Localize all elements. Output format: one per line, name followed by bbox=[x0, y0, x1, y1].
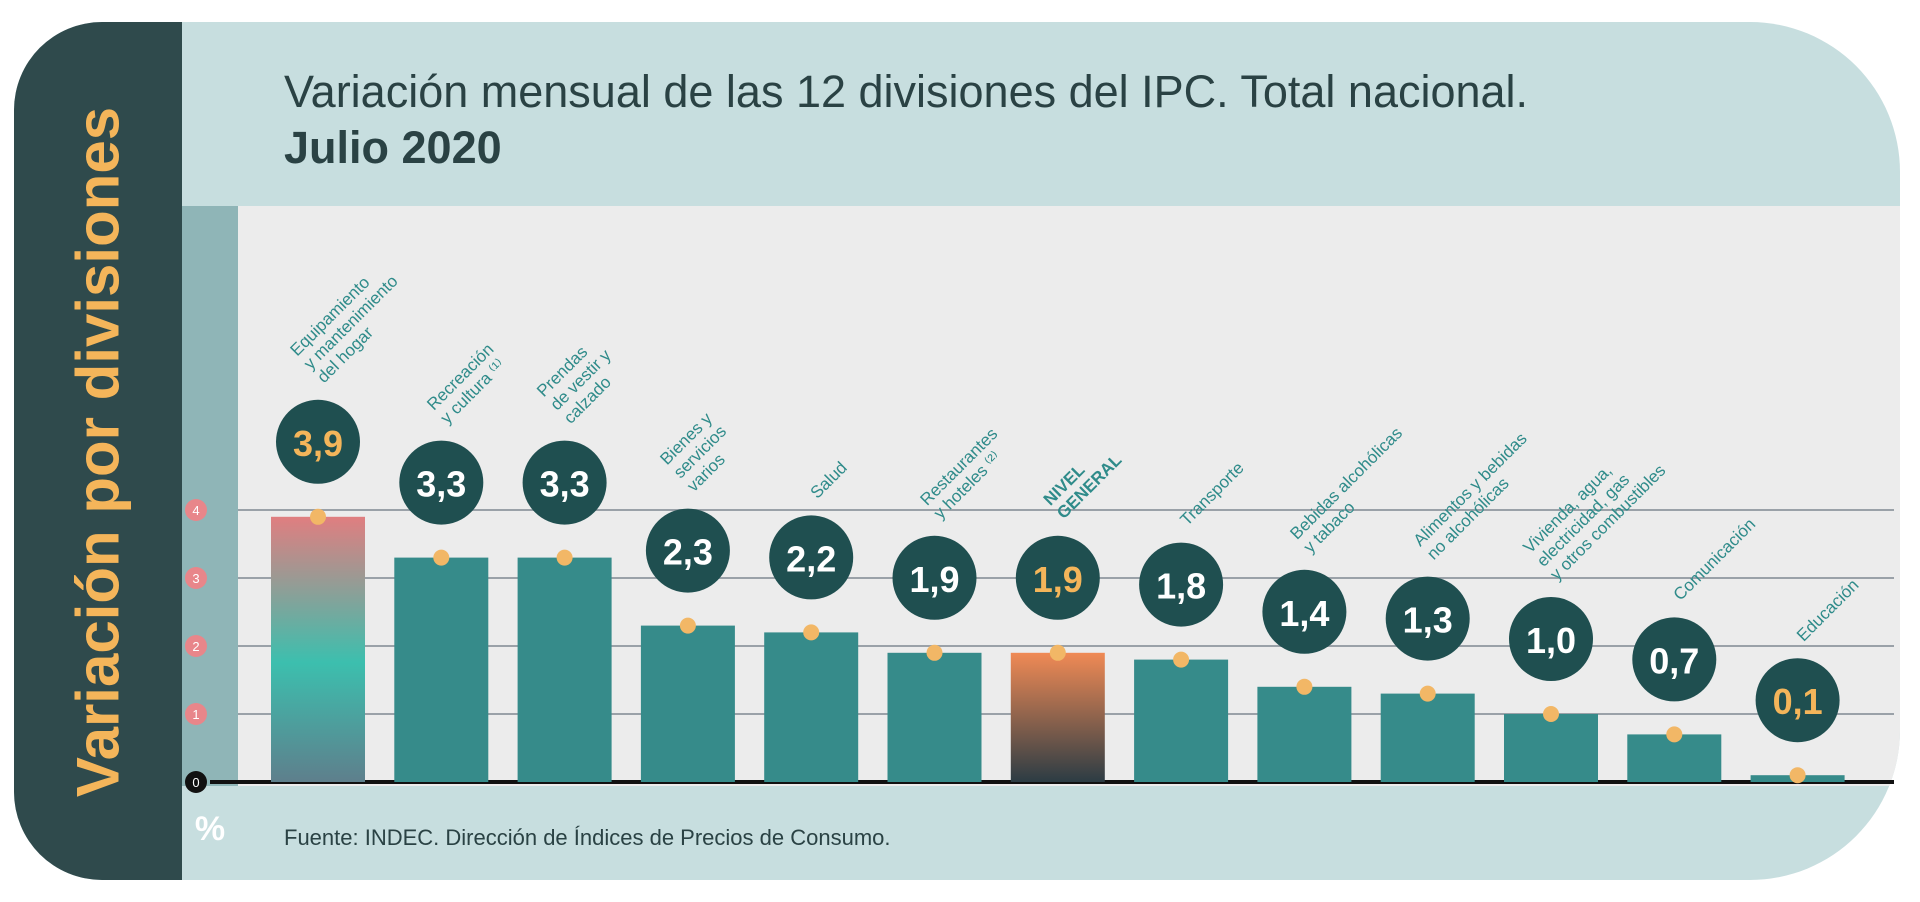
bar-top-dot bbox=[1296, 678, 1313, 695]
value-label: 1,0 bbox=[1526, 620, 1576, 661]
value-label: 2,2 bbox=[786, 538, 836, 579]
bar bbox=[1257, 686, 1352, 782]
value-bubble bbox=[1385, 576, 1470, 661]
y-axis-strip bbox=[182, 206, 238, 786]
category-label-line: Educación bbox=[1793, 575, 1863, 645]
side-panel: Variación por divisiones bbox=[14, 22, 182, 880]
value-label: 0,7 bbox=[1649, 640, 1699, 681]
y-tick-marker bbox=[185, 499, 207, 521]
source-note: Fuente: INDEC. Dirección de Índices de P… bbox=[284, 825, 891, 850]
y-tick-label: 3 bbox=[192, 571, 199, 586]
value-label: 3,3 bbox=[416, 464, 466, 505]
y-tick-marker bbox=[185, 567, 207, 589]
value-bubble bbox=[276, 399, 360, 484]
y-tick-marker bbox=[185, 635, 207, 657]
value-label: 1,3 bbox=[1403, 600, 1453, 641]
value-label: 0,1 bbox=[1773, 681, 1823, 722]
value-label: 1,9 bbox=[1033, 559, 1083, 600]
y-tick-marker bbox=[185, 771, 207, 793]
category-label-line: Alimentos y bebidas bbox=[1410, 429, 1531, 550]
category-label: Comunicación bbox=[1670, 515, 1760, 605]
unit-label: % bbox=[194, 810, 226, 848]
bar bbox=[640, 625, 735, 782]
value-label: 1,9 bbox=[909, 559, 959, 600]
bar-top-dot bbox=[1419, 685, 1436, 702]
chart-title: Variación mensual de las 12 divisiones d… bbox=[284, 66, 1529, 117]
bar-top-dot bbox=[1049, 644, 1066, 661]
y-tick-label: 1 bbox=[192, 707, 199, 722]
bar-top-dot bbox=[803, 624, 820, 641]
category-label-line: Bebidas alcohólicas bbox=[1286, 424, 1406, 544]
value-label: 2,3 bbox=[663, 532, 713, 573]
value-bubble bbox=[769, 515, 854, 600]
value-bubble bbox=[399, 440, 484, 525]
bar bbox=[1010, 652, 1105, 782]
value-label: 3,3 bbox=[540, 464, 590, 505]
bar bbox=[394, 557, 489, 782]
bar-top-dot bbox=[926, 644, 943, 661]
value-bubble bbox=[1509, 597, 1593, 681]
value-bubble bbox=[1755, 658, 1840, 743]
category-label: Educación bbox=[1793, 575, 1863, 645]
value-bubble bbox=[1139, 542, 1224, 627]
bar bbox=[1134, 659, 1229, 782]
value-bubble bbox=[1015, 535, 1100, 620]
bar bbox=[1504, 714, 1598, 782]
category-label: Transporte bbox=[1176, 458, 1247, 529]
bar-top-dot bbox=[1173, 651, 1190, 668]
y-tick-label: 2 bbox=[192, 639, 199, 654]
bar bbox=[517, 557, 612, 782]
bar-top-dot bbox=[679, 617, 696, 634]
y-tick-label: 4 bbox=[192, 503, 199, 518]
bar-top-dot bbox=[556, 549, 573, 566]
value-bubble bbox=[1632, 617, 1717, 702]
value-label: 1,8 bbox=[1156, 566, 1206, 607]
chart-subtitle: Julio 2020 bbox=[284, 122, 502, 173]
value-label: 3,9 bbox=[293, 423, 343, 464]
bar bbox=[271, 516, 365, 782]
bar-top-dot bbox=[1789, 767, 1806, 784]
bar bbox=[1380, 693, 1475, 782]
value-label: 1,4 bbox=[1279, 593, 1329, 634]
category-label-line: Comunicación bbox=[1670, 515, 1760, 605]
value-bubble bbox=[892, 535, 977, 620]
bar-top-dot bbox=[310, 508, 326, 525]
category-label: Salud bbox=[807, 458, 851, 502]
value-bubble bbox=[1262, 569, 1347, 654]
bar bbox=[887, 652, 982, 782]
bar bbox=[764, 632, 859, 782]
value-bubble bbox=[645, 508, 730, 593]
category-label-line: Salud bbox=[807, 458, 851, 502]
value-bubble bbox=[522, 440, 607, 525]
category-label-line: Transporte bbox=[1176, 458, 1247, 529]
bar-top-dot bbox=[1666, 726, 1683, 743]
bar-top-dot bbox=[1543, 706, 1559, 722]
bar-top-dot bbox=[433, 549, 450, 566]
y-tick-label: 0 bbox=[192, 775, 199, 790]
y-tick-marker bbox=[185, 703, 207, 725]
